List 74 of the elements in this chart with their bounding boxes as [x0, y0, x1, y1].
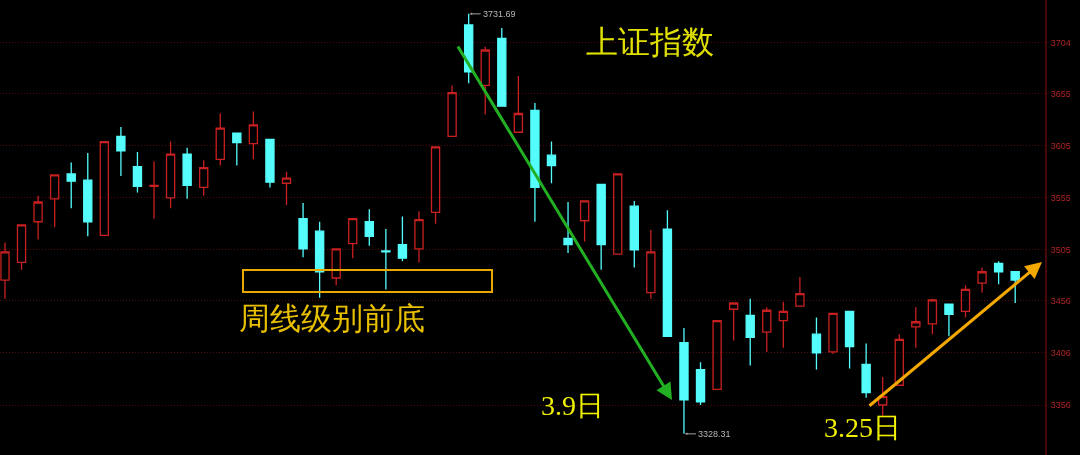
candlestick — [844, 310, 855, 370]
candlestick — [530, 102, 540, 223]
candlestick — [298, 202, 308, 258]
text: 上证指数 — [586, 23, 714, 62]
candlestick — [811, 316, 822, 371]
candlestick — [381, 228, 391, 291]
candlestick — [116, 126, 126, 177]
candlestick — [646, 229, 656, 300]
annotation: 3328.31 — [698, 429, 731, 439]
candlestick — [182, 147, 192, 200]
candlestick — [331, 248, 341, 286]
y-tick-label: 3555 — [1050, 192, 1071, 203]
annotation: 3.9日 — [541, 390, 604, 421]
candlestick — [894, 333, 904, 386]
candlestick — [66, 161, 76, 209]
candlestick — [430, 146, 441, 225]
candlestick — [563, 201, 573, 254]
y-tick-label: 3655 — [1050, 88, 1071, 99]
candlestick — [513, 75, 524, 133]
y-tick-label: 3505 — [1050, 245, 1071, 256]
annotation: 周线级别前底 — [239, 300, 425, 336]
candlestick — [828, 312, 838, 355]
candlestick — [944, 303, 954, 337]
candlestick — [16, 224, 27, 271]
candlestick — [165, 140, 176, 209]
candlestick — [149, 160, 159, 220]
y-tick-label: 3456 — [1050, 296, 1071, 307]
candlestick — [762, 306, 772, 353]
annotation: 3731.69 — [483, 9, 516, 19]
candlestick — [728, 302, 739, 342]
candlestick — [960, 284, 971, 319]
candlestick — [596, 183, 606, 271]
y-tick-label: 3356 — [1050, 400, 1071, 411]
candlestick — [695, 361, 706, 406]
candlestick — [99, 140, 110, 237]
candlestick — [613, 173, 623, 255]
candlestick — [232, 132, 242, 167]
candlestick — [215, 112, 225, 167]
candlestick — [877, 376, 888, 417]
candlestick — [497, 27, 507, 107]
candlestick — [977, 266, 987, 294]
candlestick — [49, 174, 60, 228]
candlestick — [629, 200, 639, 269]
candlestick — [132, 151, 143, 194]
candlestick — [348, 218, 358, 259]
candlestick — [314, 221, 325, 299]
candlestick — [579, 200, 590, 243]
annotation: 3.25日 — [824, 412, 901, 443]
candlestick — [911, 306, 921, 349]
candlestick — [861, 342, 871, 399]
candlestick — [265, 138, 275, 189]
candlestick — [927, 298, 938, 335]
candlestick — [795, 276, 805, 307]
candlestick — [83, 152, 93, 237]
y-tick-label: 3406 — [1050, 348, 1071, 359]
candlestick — [778, 301, 789, 349]
y-tick-label: 3704 — [1050, 37, 1071, 48]
candlestick — [712, 320, 722, 391]
candlestick — [993, 260, 1004, 285]
candlestick — [33, 195, 43, 241]
candlestick — [546, 140, 557, 184]
candlestick — [364, 208, 375, 247]
candlestick — [1010, 271, 1020, 304]
candlestick — [0, 241, 10, 300]
candlestick — [414, 210, 424, 264]
candlestick — [447, 84, 457, 138]
y-tick-label: 3605 — [1050, 140, 1071, 151]
candlestick — [397, 215, 408, 262]
candlestick — [281, 171, 292, 206]
candlestick — [248, 110, 259, 160]
candlestick — [745, 298, 755, 367]
candlestick — [662, 209, 673, 337]
candlestick — [198, 159, 209, 197]
candlestick — [480, 46, 490, 116]
